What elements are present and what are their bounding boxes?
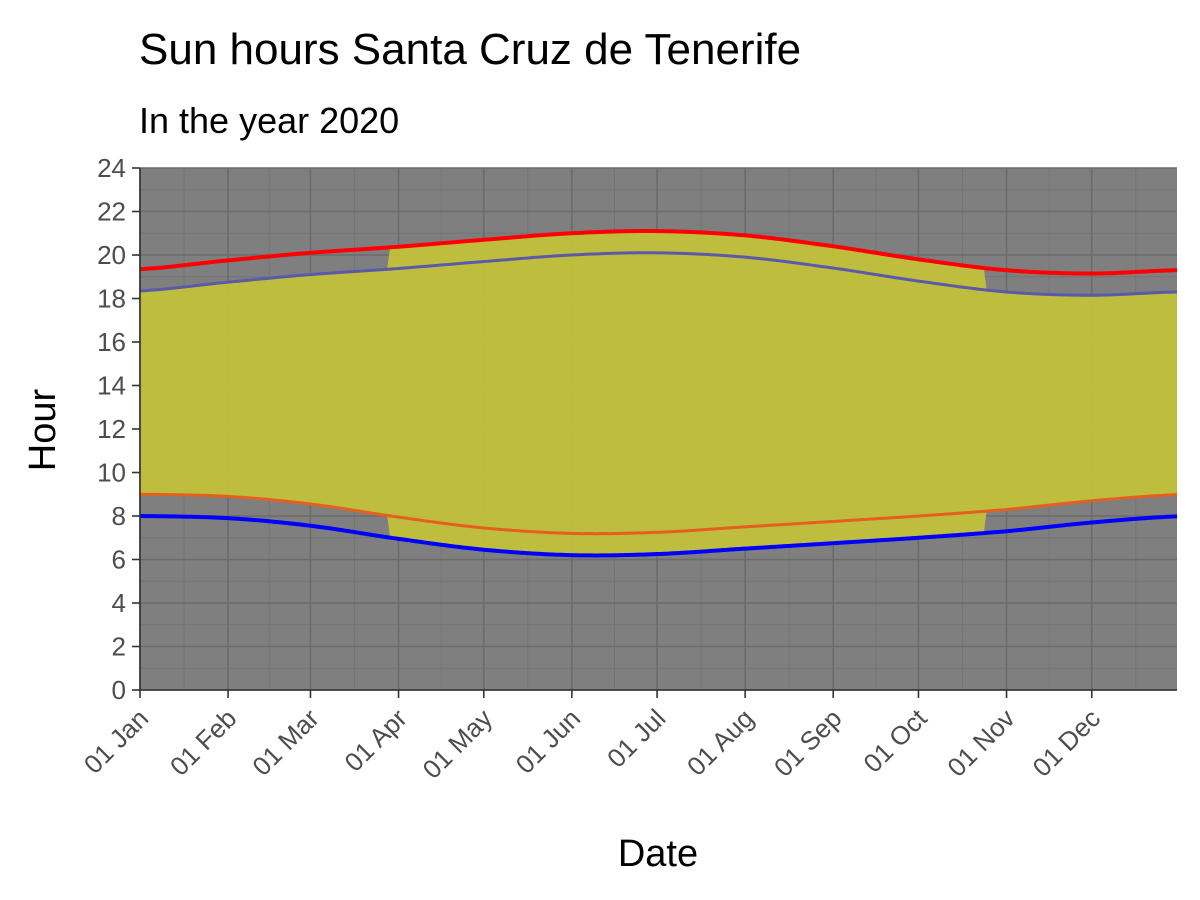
x-tick-label: 01 Mar [246, 703, 325, 782]
y-tick-label: 24 [97, 153, 126, 183]
y-tick-label: 8 [112, 501, 126, 531]
x-tick-label: 01 Aug [681, 703, 759, 781]
x-tick-label: 01 Sep [768, 703, 847, 782]
y-tick-label: 0 [112, 675, 126, 705]
x-tick-label: 01 Dec [1027, 703, 1106, 782]
daylight-area [140, 231, 1177, 556]
x-tick-label: 01 Nov [941, 703, 1020, 782]
y-tick-label: 18 [97, 284, 126, 314]
y-tick-label: 6 [112, 545, 126, 575]
x-axis-ticks: 01 Jan 01 Feb 01 Mar 01 Apr 01 May 01 Jun 01 J… [78, 690, 1106, 785]
sunset-local-line [139, 229, 1178, 276]
sunset-utc-line [139, 251, 1178, 297]
y-axis-label: Hour [22, 388, 64, 471]
x-tick-label: 01 Apr [338, 703, 413, 778]
x-tick-label: 01 May [417, 703, 499, 785]
chart-title: Sun hours Santa Cruz de Tenerife [139, 25, 801, 74]
y-tick-label: 14 [97, 371, 126, 401]
y-tick-label: 22 [97, 197, 126, 227]
sunrise-local-line [139, 514, 1178, 558]
x-tick-label: 01 Oct [857, 702, 933, 778]
daylight-fill [140, 231, 1177, 556]
sun-lines [139, 229, 1178, 558]
x-axis-label: Date [618, 833, 698, 875]
y-tick-label: 20 [97, 240, 126, 270]
x-tick-label: 01 Feb [164, 703, 242, 781]
y-tick-label: 4 [112, 588, 126, 618]
chart-subtitle: In the year 2020 [139, 100, 399, 141]
y-tick-label: 2 [112, 632, 126, 662]
y-tick-label: 16 [97, 327, 126, 357]
sunrise-utc-line [139, 492, 1178, 536]
x-tick-label: 01 Jul [601, 703, 671, 773]
y-tick-label: 12 [97, 414, 126, 444]
y-tick-label: 10 [97, 458, 126, 488]
x-tick-label: 01 Jun [510, 703, 586, 779]
x-tick-label: 01 Jan [78, 703, 154, 779]
